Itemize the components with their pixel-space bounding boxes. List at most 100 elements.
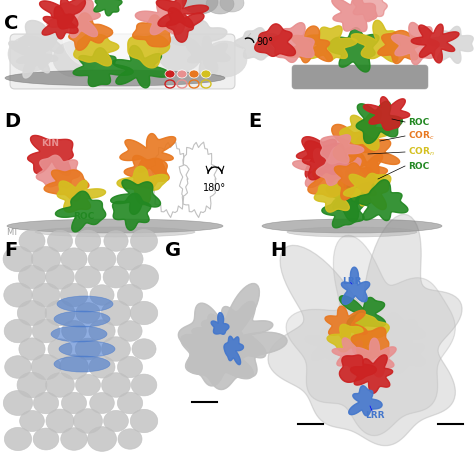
- Ellipse shape: [75, 230, 100, 252]
- Ellipse shape: [32, 283, 60, 307]
- Polygon shape: [36, 155, 80, 188]
- FancyBboxPatch shape: [10, 34, 235, 89]
- Ellipse shape: [101, 301, 131, 326]
- Polygon shape: [120, 134, 176, 177]
- Polygon shape: [201, 301, 273, 359]
- Polygon shape: [353, 0, 387, 22]
- Polygon shape: [224, 336, 244, 365]
- Polygon shape: [385, 335, 425, 373]
- Ellipse shape: [54, 356, 110, 372]
- Ellipse shape: [61, 248, 87, 270]
- Polygon shape: [356, 180, 408, 220]
- Polygon shape: [178, 283, 287, 390]
- Polygon shape: [307, 26, 357, 61]
- Ellipse shape: [57, 296, 113, 312]
- Polygon shape: [302, 141, 350, 180]
- Polygon shape: [339, 296, 385, 330]
- Text: D: D: [4, 112, 20, 131]
- Ellipse shape: [46, 265, 74, 289]
- Ellipse shape: [18, 301, 46, 326]
- Ellipse shape: [262, 219, 442, 233]
- Ellipse shape: [60, 355, 89, 379]
- Polygon shape: [286, 235, 455, 436]
- FancyBboxPatch shape: [292, 65, 428, 89]
- Ellipse shape: [90, 285, 114, 305]
- Ellipse shape: [33, 428, 59, 450]
- Polygon shape: [306, 327, 354, 360]
- Polygon shape: [332, 0, 377, 32]
- Polygon shape: [73, 48, 133, 87]
- Ellipse shape: [62, 392, 87, 414]
- Text: 90°: 90°: [256, 37, 273, 47]
- Ellipse shape: [17, 372, 47, 398]
- Text: H: H: [270, 241, 286, 260]
- Ellipse shape: [220, 0, 244, 12]
- Ellipse shape: [118, 392, 143, 414]
- Polygon shape: [335, 163, 376, 200]
- Polygon shape: [69, 13, 113, 50]
- Polygon shape: [94, 0, 122, 16]
- Polygon shape: [112, 193, 151, 230]
- Polygon shape: [411, 24, 459, 63]
- Text: COR$_n$: COR$_n$: [408, 146, 435, 158]
- Text: G: G: [165, 241, 181, 260]
- Polygon shape: [356, 101, 402, 144]
- Ellipse shape: [89, 356, 115, 378]
- Polygon shape: [349, 386, 382, 416]
- Text: KIN: KIN: [41, 139, 59, 148]
- Polygon shape: [235, 27, 277, 60]
- Polygon shape: [332, 124, 378, 163]
- Text: LRR: LRR: [365, 411, 384, 420]
- Ellipse shape: [19, 338, 45, 360]
- Ellipse shape: [287, 227, 417, 237]
- Polygon shape: [255, 24, 295, 56]
- Polygon shape: [47, 0, 100, 38]
- Ellipse shape: [87, 9, 157, 69]
- Ellipse shape: [35, 227, 195, 237]
- Polygon shape: [166, 8, 204, 42]
- Ellipse shape: [47, 230, 73, 252]
- Ellipse shape: [89, 320, 115, 342]
- Ellipse shape: [333, 26, 377, 62]
- Polygon shape: [325, 306, 367, 341]
- Polygon shape: [128, 35, 170, 68]
- Polygon shape: [156, 0, 209, 27]
- Ellipse shape: [31, 355, 61, 380]
- Ellipse shape: [104, 231, 128, 251]
- Ellipse shape: [5, 356, 31, 378]
- Polygon shape: [375, 313, 425, 355]
- Text: C: C: [4, 14, 18, 33]
- Polygon shape: [341, 267, 370, 304]
- Ellipse shape: [62, 320, 86, 341]
- Ellipse shape: [88, 247, 116, 271]
- Ellipse shape: [88, 427, 117, 451]
- Polygon shape: [352, 313, 389, 346]
- Polygon shape: [351, 20, 401, 62]
- Polygon shape: [271, 23, 314, 63]
- Ellipse shape: [165, 70, 175, 78]
- Polygon shape: [211, 312, 229, 334]
- Ellipse shape: [75, 374, 100, 396]
- Polygon shape: [344, 136, 400, 178]
- Ellipse shape: [4, 283, 32, 307]
- Text: COR$_c$: COR$_c$: [408, 130, 435, 142]
- Text: MT: MT: [6, 228, 18, 237]
- Ellipse shape: [76, 302, 100, 323]
- Ellipse shape: [130, 410, 158, 433]
- Ellipse shape: [103, 266, 129, 288]
- Polygon shape: [314, 179, 361, 212]
- Polygon shape: [113, 46, 170, 88]
- Ellipse shape: [130, 301, 158, 325]
- Polygon shape: [27, 136, 73, 175]
- Polygon shape: [57, 181, 106, 212]
- Polygon shape: [320, 135, 364, 164]
- Ellipse shape: [54, 311, 110, 327]
- Polygon shape: [351, 328, 389, 360]
- Ellipse shape: [118, 321, 142, 341]
- Ellipse shape: [206, 0, 234, 14]
- Polygon shape: [392, 22, 439, 64]
- Text: ROC: ROC: [408, 118, 429, 127]
- Polygon shape: [316, 147, 361, 186]
- Polygon shape: [124, 155, 169, 189]
- Ellipse shape: [182, 0, 218, 14]
